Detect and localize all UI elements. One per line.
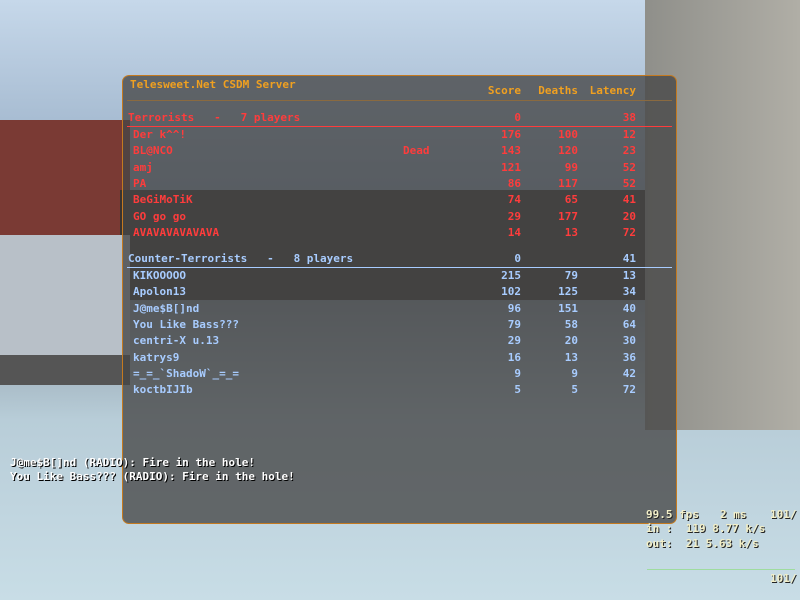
deaths-header: Deaths — [538, 84, 578, 97]
team-score: 0 — [514, 111, 521, 124]
player-latency: 20 — [622, 209, 636, 223]
player-score: 86 — [507, 176, 521, 190]
player-deaths: 120 — [558, 144, 578, 158]
player-name: BeGiMoTiK — [133, 193, 193, 207]
player-name: BL@NCO — [133, 144, 173, 158]
player-deaths: 13 — [564, 225, 578, 239]
player-latency: 52 — [622, 176, 636, 190]
player-deaths: 5 — [571, 383, 578, 397]
player-score: 14 — [507, 225, 521, 239]
team-divider — [127, 267, 672, 268]
player-name: =_=_`ShadoW`_=_= — [133, 366, 239, 380]
player-deaths: 79 — [564, 269, 578, 282]
player-name: koctbIJIb — [133, 383, 193, 397]
in-readout: in : 119 8.77 k/s — [646, 522, 766, 535]
player-score: 29 — [507, 209, 521, 223]
player-score: 29 — [507, 334, 521, 348]
player-deaths: 125 — [558, 285, 578, 299]
player-name: J@me$B[]nd — [133, 301, 200, 315]
fps-readout: 99.5 fps — [646, 508, 699, 521]
player-score: 102 — [501, 285, 521, 299]
out-readout: out: 21 5.63 k/s — [646, 537, 759, 550]
player-latency: 64 — [622, 317, 636, 331]
player-score: 96 — [507, 301, 521, 315]
player-deaths: 9 — [571, 366, 578, 380]
player-name: centri-X u.13 — [133, 334, 220, 348]
player-score: 16 — [507, 350, 521, 364]
player-latency: 52 — [622, 160, 636, 174]
latency-header: Latency — [589, 84, 636, 97]
player-score: 74 — [507, 193, 521, 207]
team-header: Terrorists - 7 players — [128, 111, 301, 124]
chat-line: You Like Bass??? (RADIO): Fire in the ho… — [10, 470, 295, 483]
server-name: Telesweet.Net CSDM Server — [130, 78, 296, 91]
vehicle — [0, 235, 130, 385]
player-latency: 36 — [622, 350, 636, 364]
player-latency: 40 — [622, 301, 636, 315]
player-name: PA — [133, 176, 147, 190]
header-divider — [127, 100, 672, 101]
player-deaths: 99 — [564, 160, 578, 174]
player-latency: 34 — [622, 285, 636, 299]
player-score: 9 — [514, 366, 521, 380]
player-latency: 72 — [622, 383, 636, 397]
scoreboard: Telesweet.Net CSDM Server Score Deaths L… — [122, 75, 677, 524]
player-latency: 72 — [622, 225, 636, 239]
ping-readout: 2 ms — [720, 508, 747, 521]
player-deaths: 177 — [558, 209, 578, 223]
player-latency: 41 — [622, 193, 636, 207]
player-score: 215 — [501, 269, 521, 282]
player-name: Der k^^! — [133, 128, 186, 141]
team-divider — [127, 126, 672, 127]
player-name: KIKOOOOO — [133, 269, 186, 282]
player-deaths: 58 — [564, 317, 578, 331]
player-latency: 23 — [622, 144, 636, 158]
player-latency: 42 — [622, 366, 636, 380]
player-name: GO go go — [133, 209, 186, 223]
player-latency: 13 — [622, 269, 636, 282]
player-score: 176 — [501, 128, 521, 141]
player-name: You Like Bass??? — [133, 317, 239, 331]
player-score: 5 — [514, 383, 521, 397]
player-status: Dead — [403, 144, 430, 158]
netgraph-line — [647, 569, 795, 570]
team-score: 0 — [514, 252, 521, 265]
rate-readout-2: 101/ — [770, 572, 797, 585]
rate-readout: 101/ — [770, 508, 797, 521]
player-latency: 30 — [622, 334, 636, 348]
team-latency: 41 — [622, 252, 636, 265]
player-latency: 12 — [622, 128, 636, 141]
player-deaths: 151 — [558, 301, 578, 315]
player-deaths: 13 — [564, 350, 578, 364]
chat-line: J@me$B[]nd (RADIO): Fire in the hole! — [10, 456, 256, 469]
player-score: 79 — [507, 317, 521, 331]
player-name: amj — [133, 160, 153, 174]
player-deaths: 100 — [558, 128, 578, 141]
score-header: Score — [487, 84, 521, 97]
team-latency: 38 — [622, 111, 636, 124]
player-deaths: 65 — [564, 193, 578, 207]
player-deaths: 117 — [558, 176, 578, 190]
player-name: katrys9 — [133, 350, 180, 364]
player-name: Apolon13 — [133, 285, 186, 299]
player-name: AVAVAVAVAVAVA — [133, 225, 220, 239]
player-deaths: 20 — [564, 334, 578, 348]
player-score: 121 — [501, 160, 521, 174]
team-header: Counter-Terrorists - 8 players — [128, 252, 354, 265]
player-score: 143 — [501, 144, 521, 158]
